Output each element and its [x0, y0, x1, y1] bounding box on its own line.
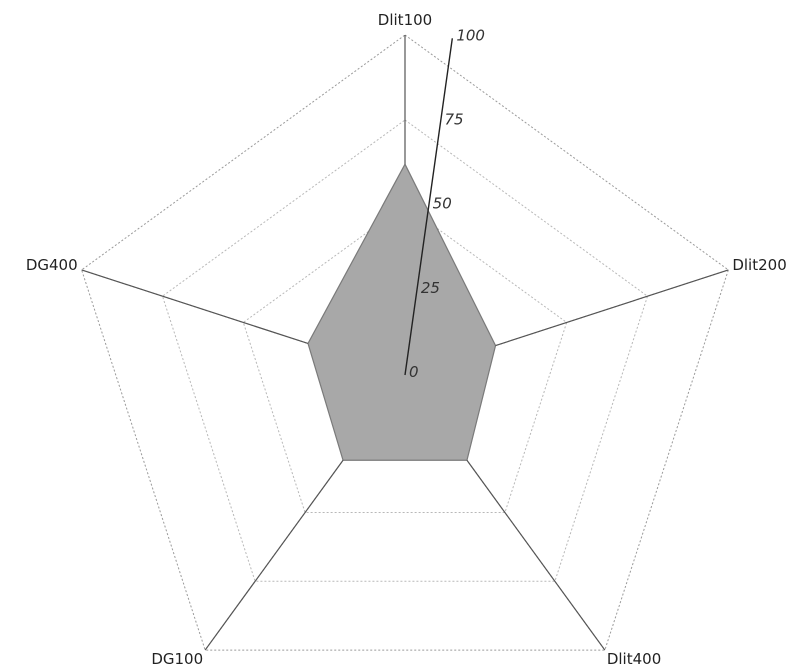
grid-ring-100: [81, 34, 729, 651]
tick-label-50: 50: [433, 195, 452, 213]
spoke-outer-dg400: [81, 269, 309, 345]
grid-ring-50: [242, 204, 568, 514]
category-label-dg400: DG400: [26, 256, 78, 274]
grid-ring-75: [161, 119, 649, 582]
series-0-area: [307, 162, 497, 461]
category-label-dg100: DG100: [151, 650, 203, 668]
scale-axis-layer: 0 25 50 75 100: [404, 26, 485, 381]
spoke-outer-dlit400: [466, 459, 606, 651]
tick-label-0: 0: [409, 363, 419, 381]
category-label-dlit400: Dlit400: [607, 650, 661, 668]
category-label-dlit200: Dlit200: [732, 256, 786, 274]
category-label-dlit100: Dlit100: [378, 11, 432, 29]
tick-label-100: 100: [456, 26, 485, 44]
label-layer: Dlit100 Dlit200 Dlit400 DG100 DG400: [26, 11, 787, 668]
spoke-outer-dlit200: [495, 269, 729, 347]
series-layer: [81, 35, 729, 651]
radial-scale-axis: [404, 38, 454, 376]
tick-label-25: 25: [421, 279, 440, 297]
spoke-outer-dg100: [204, 459, 344, 651]
tick-label-75: 75: [444, 110, 463, 128]
